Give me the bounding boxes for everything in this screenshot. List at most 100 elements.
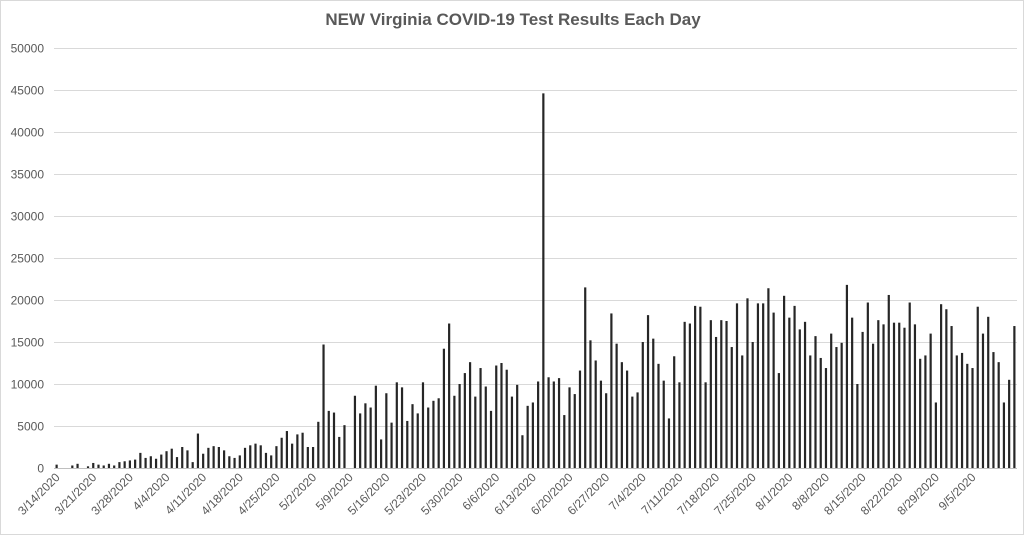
bar	[427, 407, 430, 468]
bar	[332, 412, 336, 468]
bar	[940, 304, 943, 468]
y-tick-label: 30000	[11, 210, 45, 224]
bar	[154, 458, 158, 468]
bar	[275, 446, 278, 468]
bar	[678, 382, 681, 468]
y-tick-label: 25000	[11, 252, 45, 266]
bar	[641, 342, 644, 468]
bar	[102, 465, 105, 468]
bar	[186, 450, 189, 468]
bar	[134, 459, 137, 468]
bar	[746, 298, 749, 468]
bar	[819, 357, 822, 468]
bar	[421, 382, 425, 468]
bar	[971, 368, 974, 468]
bar	[270, 455, 273, 468]
bar	[861, 331, 864, 468]
bar	[86, 466, 90, 468]
y-tick-label: 5000	[17, 420, 44, 434]
bar	[924, 355, 927, 468]
bar	[704, 382, 707, 468]
y-tick-label: 35000	[11, 168, 45, 182]
bar	[296, 434, 299, 468]
bar	[364, 403, 367, 468]
bar	[175, 457, 179, 468]
bar	[610, 313, 613, 468]
y-tick-label: 40000	[11, 126, 45, 140]
bar	[400, 387, 404, 468]
bar	[113, 465, 116, 468]
bar	[437, 398, 440, 468]
bar	[537, 381, 540, 468]
bar	[793, 305, 796, 468]
bar	[615, 343, 618, 468]
bar	[542, 93, 545, 469]
bar	[803, 321, 807, 468]
bar	[798, 329, 801, 468]
y-tick-label: 20000	[11, 294, 45, 308]
bar	[212, 446, 215, 468]
bar	[898, 322, 901, 468]
bar	[144, 457, 147, 468]
bar	[913, 324, 917, 468]
bar	[599, 380, 603, 468]
bar	[652, 338, 655, 468]
bar	[495, 365, 498, 468]
bar	[181, 447, 184, 468]
bar	[976, 306, 979, 468]
bar	[709, 320, 712, 468]
bar	[489, 410, 493, 468]
bar	[578, 370, 582, 468]
bars	[55, 93, 1016, 469]
bar	[877, 320, 880, 468]
bar	[625, 370, 629, 468]
bar	[783, 295, 786, 468]
bar	[714, 336, 718, 468]
bar	[526, 405, 529, 468]
gridlines	[54, 48, 1017, 427]
bar	[673, 356, 676, 468]
bar	[264, 452, 268, 468]
bar	[840, 342, 843, 468]
bar	[688, 323, 691, 468]
bar	[118, 462, 121, 468]
bar	[317, 421, 320, 468]
bar	[631, 396, 634, 468]
bar	[809, 355, 812, 468]
bar	[830, 333, 833, 468]
bar	[531, 402, 534, 468]
y-tick-label: 0	[37, 462, 44, 476]
bar	[620, 362, 623, 468]
bar	[479, 368, 482, 468]
bar	[756, 303, 760, 468]
bar	[380, 439, 383, 468]
bar	[510, 396, 514, 468]
bar	[353, 395, 357, 468]
bar	[735, 303, 739, 468]
bar	[772, 312, 775, 468]
bar	[568, 387, 571, 468]
bar	[280, 437, 283, 468]
bar	[605, 393, 608, 468]
bar	[291, 443, 294, 468]
bar	[484, 386, 487, 468]
bar	[788, 317, 791, 468]
bar	[406, 420, 409, 468]
bar	[92, 462, 95, 468]
bar	[845, 284, 849, 468]
bar	[322, 344, 325, 468]
bar	[871, 343, 875, 468]
bar	[934, 402, 937, 468]
bar	[474, 396, 477, 468]
bar	[223, 450, 226, 468]
bar	[395, 382, 398, 468]
bar	[662, 380, 665, 468]
bar	[259, 445, 262, 468]
bar	[960, 352, 964, 468]
x-tick-label: 5/2/2020	[276, 470, 319, 513]
bar	[589, 340, 592, 468]
bar	[139, 452, 142, 468]
bar	[123, 461, 126, 468]
bar	[908, 302, 911, 468]
bar	[552, 381, 555, 468]
